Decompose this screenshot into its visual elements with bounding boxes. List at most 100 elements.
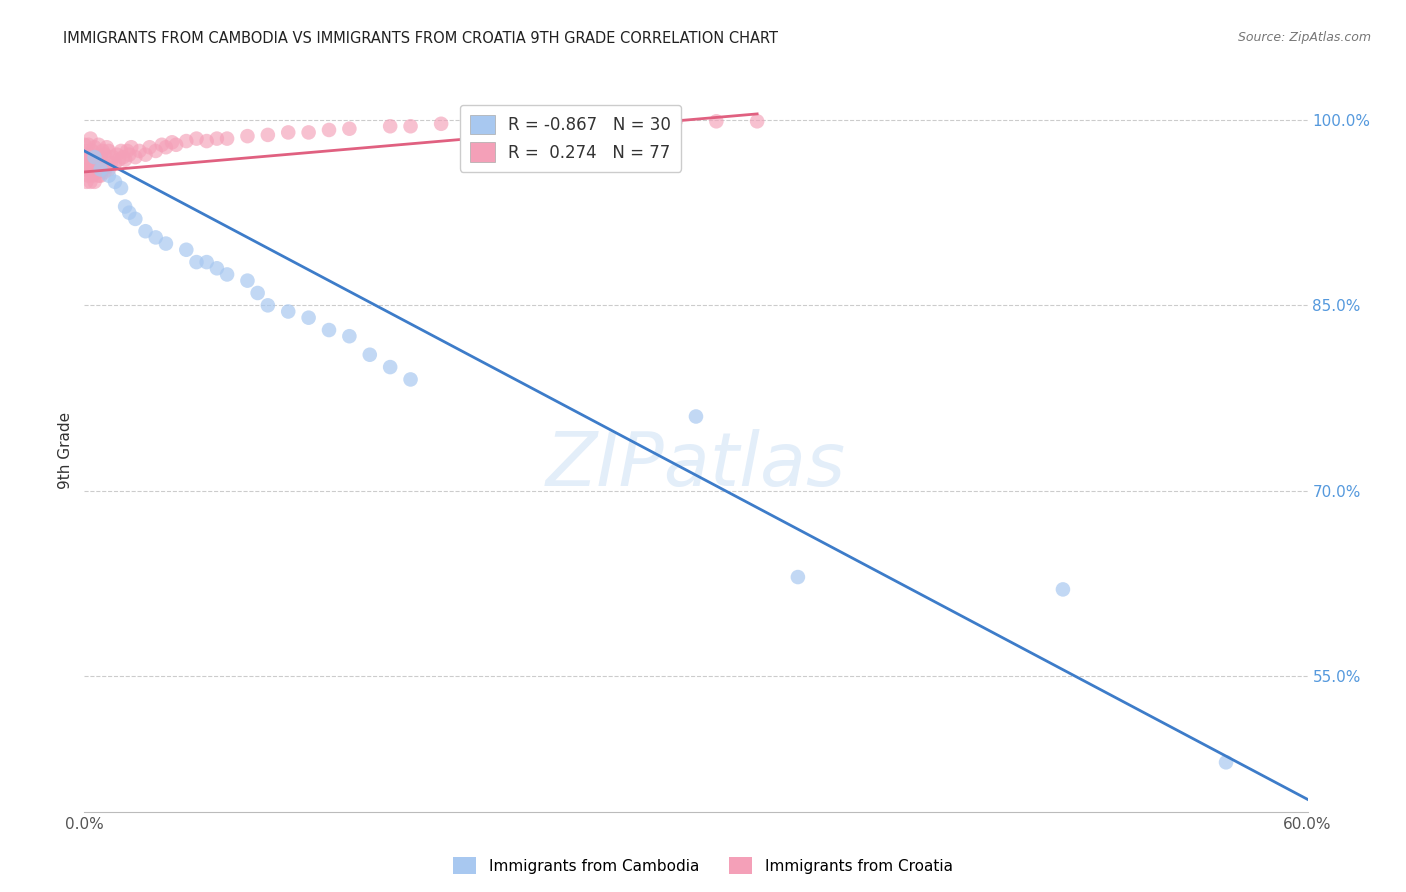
Point	[83, 140, 105, 154]
Point	[583, 114, 606, 128]
Point	[96, 140, 118, 154]
Point	[73, 150, 96, 164]
Point	[77, 137, 100, 152]
Point	[1052, 582, 1074, 597]
Point	[665, 114, 688, 128]
Point	[399, 372, 422, 386]
Point	[110, 144, 132, 158]
Legend: Immigrants from Cambodia, Immigrants from Croatia: Immigrants from Cambodia, Immigrants fro…	[447, 851, 959, 880]
Point	[114, 153, 136, 167]
Point	[82, 144, 104, 158]
Point	[257, 298, 280, 312]
Point	[93, 147, 115, 161]
Point	[155, 140, 177, 154]
Point	[112, 150, 135, 164]
Point	[97, 144, 120, 158]
Point	[82, 156, 104, 170]
Point	[104, 156, 127, 170]
Point	[380, 360, 402, 375]
Point	[79, 162, 101, 177]
Point	[685, 409, 707, 424]
Point	[87, 137, 110, 152]
Point	[105, 147, 128, 161]
Point	[145, 230, 167, 244]
Point	[217, 268, 239, 282]
Point	[217, 131, 239, 145]
Point	[101, 150, 124, 164]
Point	[174, 243, 197, 257]
Point	[97, 169, 120, 183]
Point	[79, 175, 101, 189]
Point	[124, 211, 146, 226]
Point	[96, 160, 118, 174]
Point	[93, 165, 115, 179]
Point	[277, 125, 299, 139]
Point	[747, 114, 769, 128]
Point	[145, 144, 167, 158]
Point	[77, 169, 100, 183]
Point	[359, 348, 381, 362]
Point	[339, 329, 361, 343]
Point	[86, 165, 108, 179]
Point	[83, 150, 105, 164]
Point	[502, 115, 524, 129]
Point	[73, 162, 96, 177]
Point	[90, 150, 112, 164]
Point	[257, 128, 280, 142]
Point	[77, 156, 100, 170]
Point	[186, 131, 208, 145]
Point	[79, 150, 101, 164]
Point	[298, 125, 321, 139]
Point	[128, 144, 150, 158]
Point	[399, 120, 422, 134]
Point	[114, 200, 136, 214]
Point	[543, 115, 565, 129]
Point	[165, 137, 187, 152]
Point	[135, 224, 157, 238]
Point	[277, 304, 299, 318]
Point	[90, 162, 112, 177]
Point	[97, 162, 120, 177]
Point	[236, 129, 259, 144]
Text: ZIPatlas: ZIPatlas	[546, 429, 846, 501]
Point	[236, 274, 259, 288]
Point	[118, 205, 141, 219]
Point	[195, 134, 218, 148]
Point	[90, 169, 112, 183]
Point	[75, 175, 97, 189]
Point	[380, 120, 402, 134]
Point	[120, 140, 142, 154]
Point	[83, 175, 105, 189]
Point	[461, 117, 484, 131]
Point	[138, 140, 160, 154]
Point	[104, 175, 127, 189]
Point	[205, 131, 228, 145]
Point	[186, 255, 208, 269]
Point	[118, 147, 141, 161]
Point	[135, 147, 157, 161]
Point	[246, 285, 269, 300]
Point	[150, 137, 173, 152]
Point	[1215, 756, 1237, 770]
Point	[83, 156, 105, 170]
Point	[75, 162, 97, 177]
Point	[124, 150, 146, 164]
Point	[339, 121, 361, 136]
Y-axis label: 9th Grade: 9th Grade	[58, 412, 73, 489]
Point	[77, 150, 100, 164]
Point	[160, 136, 183, 150]
Point	[706, 114, 728, 128]
Point	[87, 153, 110, 167]
Point	[174, 134, 197, 148]
Point	[205, 261, 228, 276]
Point	[318, 123, 340, 137]
Point	[75, 144, 97, 158]
Point	[91, 144, 114, 158]
Point	[115, 144, 138, 158]
Point	[110, 181, 132, 195]
Text: IMMIGRANTS FROM CAMBODIA VS IMMIGRANTS FROM CROATIA 9TH GRADE CORRELATION CHART: IMMIGRANTS FROM CAMBODIA VS IMMIGRANTS F…	[63, 31, 779, 46]
Point	[82, 169, 104, 183]
Text: Source: ZipAtlas.com: Source: ZipAtlas.com	[1237, 31, 1371, 45]
Point	[430, 117, 453, 131]
Point	[79, 131, 101, 145]
